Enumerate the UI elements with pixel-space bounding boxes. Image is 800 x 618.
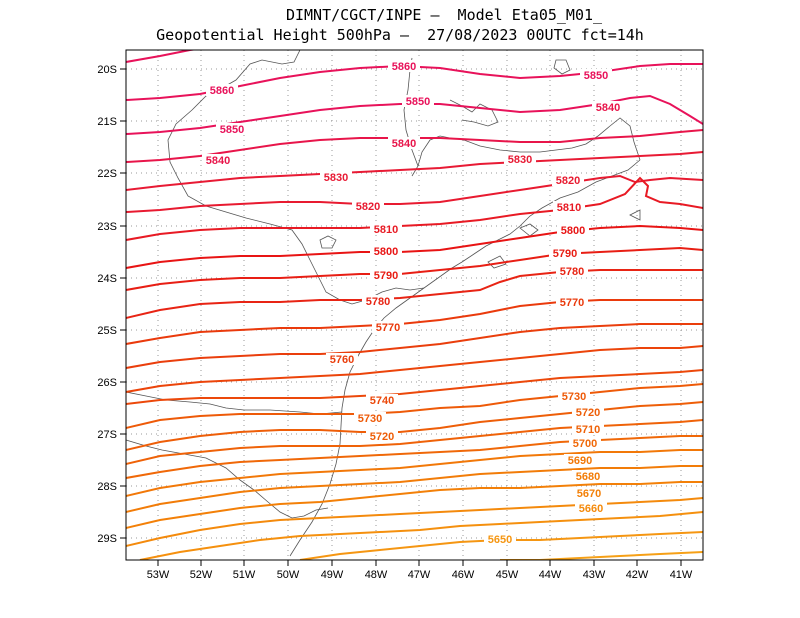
contour-label: 5850: [406, 96, 430, 108]
lon-tick-label: 50W: [277, 569, 300, 581]
contour-label: 5810: [557, 202, 581, 214]
lon-tick-label: 43W: [583, 569, 606, 581]
contour-5790: [126, 246, 703, 291]
contour-label: 5800: [561, 225, 585, 237]
contour-5640: [500, 551, 703, 560]
lat-tick-label: 26S: [97, 377, 117, 389]
coastline: [126, 50, 641, 557]
lon-tick-label: 51W: [233, 569, 256, 581]
lon-tick-label: 46W: [452, 569, 475, 581]
contour-5770: [126, 299, 703, 345]
contour-label: 5830: [508, 154, 532, 166]
lat-tick-label: 27S: [97, 429, 117, 441]
contour-label: 5840: [392, 138, 416, 150]
contours: [126, 50, 703, 560]
contour-5680: [126, 465, 703, 513]
contour-label: 5650: [488, 534, 512, 546]
lon-tick-label: 53W: [147, 569, 170, 581]
contour-label: 5780: [560, 266, 584, 278]
contour-label: 5790: [553, 248, 577, 260]
contour-label: 5810: [374, 224, 398, 236]
lon-tick-label: 41W: [670, 569, 693, 581]
contour-label: 5690: [568, 455, 592, 467]
contour-5690: [126, 449, 703, 497]
contour-label: 5740: [370, 395, 394, 407]
contour-5710: [126, 419, 703, 465]
contour-5670: [126, 481, 703, 529]
lon-tick-label: 45W: [496, 569, 519, 581]
contour-5660: [126, 497, 703, 547]
contour-5730: [126, 383, 703, 429]
lon-tick-label: 44W: [539, 569, 562, 581]
lat-axis: [120, 68, 126, 539]
contour-label: 5680: [576, 471, 600, 483]
lon-tick-label: 42W: [626, 569, 649, 581]
lon-tick-label: 52W: [190, 569, 213, 581]
contour-labels: 5860 5860 5850 5850 5850 5840 5840 5840 …: [202, 60, 624, 546]
contour-label: 5720: [370, 431, 394, 443]
contour-label: 5850: [220, 124, 244, 136]
lat-tick-label: 22S: [97, 168, 117, 180]
lon-tick-label: 48W: [365, 569, 388, 581]
contour-label: 5670: [577, 488, 601, 500]
lat-tick-label: 25S: [97, 325, 117, 337]
contour-5830: [126, 151, 703, 191]
contour-label: 5820: [356, 201, 380, 213]
contour-label: 5840: [596, 102, 620, 114]
contour-5740: [126, 369, 703, 405]
contour-label: 5840: [206, 155, 230, 167]
lat-tick-label: 23S: [97, 221, 117, 233]
contour-label: 5660: [579, 503, 603, 515]
map-frame: [125, 49, 704, 561]
contour-label: 5720: [576, 407, 600, 419]
contour-label: 5760: [330, 354, 354, 366]
contour-5720: [126, 401, 703, 451]
lat-tick-label: 29S: [97, 533, 117, 545]
contour-5780: [126, 269, 703, 319]
contour-label: 5790: [374, 270, 398, 282]
contour-label: 5820: [556, 175, 580, 187]
contour-label: 5800: [374, 246, 398, 258]
lat-tick-label: 21S: [97, 116, 117, 128]
contour-label: 5860: [210, 85, 234, 97]
contour-label: 5780: [366, 296, 390, 308]
lon-tick-label: 47W: [408, 569, 431, 581]
contour-5750: [126, 345, 703, 393]
lat-tick-label: 20S: [97, 64, 117, 76]
contour-label: 5830: [324, 172, 348, 184]
contour-label: 5770: [376, 322, 400, 334]
title-line-2: Geopotential Height 500hPa – 27/08/2023 …: [156, 26, 644, 44]
contour-label: 5730: [562, 391, 586, 403]
lon-axis: [157, 560, 682, 566]
lat-tick-label: 24S: [97, 273, 117, 285]
lat-tick-label: 28S: [97, 481, 117, 493]
contour-label: 5700: [573, 438, 597, 450]
contour-label: 5850: [584, 70, 608, 82]
contour-5800: [126, 224, 703, 269]
contour-label: 5770: [560, 297, 584, 309]
contour-5655: [139, 511, 703, 560]
contour-label: 5710: [576, 424, 600, 436]
contour-5810: [126, 176, 703, 241]
contour-5860-a: [126, 50, 198, 63]
contour-5760: [126, 323, 703, 369]
contour-5700: [126, 435, 703, 479]
title-line-1: DIMNT/CGCT/INPE – Model Eta05_M01_: [285, 6, 603, 24]
contour-label: 5730: [358, 413, 382, 425]
contour-label: 5860: [392, 61, 416, 73]
lon-tick-label: 49W: [321, 569, 344, 581]
